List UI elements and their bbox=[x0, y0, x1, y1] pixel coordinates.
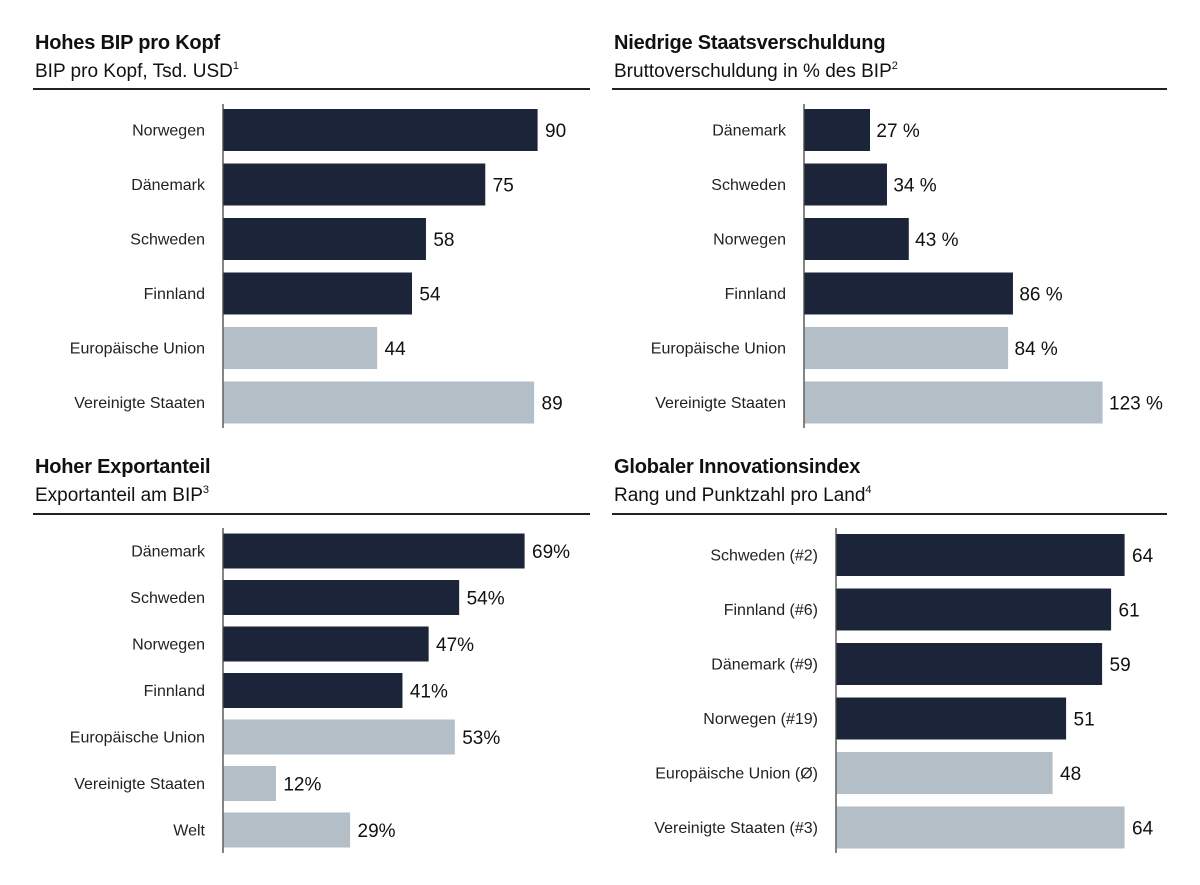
category-label: Finnland (#6) bbox=[724, 602, 818, 619]
category-label: Finnland bbox=[144, 683, 205, 700]
bar bbox=[223, 163, 486, 206]
value-label: 75 bbox=[493, 176, 514, 197]
value-label: 69% bbox=[532, 542, 570, 563]
bar bbox=[223, 272, 412, 315]
title-rule bbox=[33, 513, 590, 515]
bar bbox=[223, 719, 455, 755]
bar bbox=[223, 327, 378, 369]
value-label: 58 bbox=[433, 230, 454, 251]
category-label: Europäische Union bbox=[651, 341, 786, 358]
bar bbox=[836, 697, 1067, 740]
bar bbox=[804, 381, 1103, 424]
bar bbox=[223, 673, 403, 708]
category-label: Vereinigte Staaten bbox=[655, 395, 786, 412]
footnote-marker: 4 bbox=[865, 484, 872, 496]
bar bbox=[223, 812, 351, 848]
bar-chart-export-share: Dänemark 69% Schweden 54% Norwegen 47% Finnlan… bbox=[70, 528, 570, 853]
category-label: Vereinigte Staaten bbox=[74, 395, 205, 412]
footnote-marker: 3 bbox=[202, 484, 210, 496]
bar bbox=[223, 218, 426, 260]
bar bbox=[836, 534, 1125, 576]
bar-chart-government-debt: Dänemark 27 % Schweden 34 % Norwegen 43 % Finn… bbox=[651, 104, 1163, 428]
category-label: Vereinigte Staaten (#3) bbox=[654, 820, 818, 837]
bar bbox=[223, 580, 460, 615]
value-label: 34 % bbox=[893, 176, 936, 197]
category-label: Welt bbox=[173, 823, 205, 840]
category-label: Norwegen (#19) bbox=[703, 711, 818, 728]
category-label: Norwegen bbox=[132, 123, 205, 140]
title-rule bbox=[612, 88, 1167, 90]
bar bbox=[836, 588, 1112, 631]
value-label: 89 bbox=[542, 394, 563, 415]
chart-title: Hoher Exportanteil bbox=[35, 456, 211, 478]
chart-title: Globaler Innovationsindex bbox=[614, 456, 861, 478]
bar bbox=[836, 806, 1125, 849]
value-label: 64 bbox=[1132, 819, 1154, 840]
chart-subtitle: Exportanteil am BIP3 bbox=[35, 484, 210, 507]
bar bbox=[804, 109, 871, 151]
value-label: 59 bbox=[1110, 655, 1131, 676]
value-label: 41% bbox=[410, 682, 448, 703]
value-label: 90 bbox=[545, 121, 566, 142]
value-label: 47% bbox=[436, 635, 474, 656]
category-label: Dänemark bbox=[712, 123, 787, 140]
bar bbox=[836, 752, 1053, 794]
value-label: 27 % bbox=[876, 121, 919, 142]
category-label: Norwegen bbox=[132, 637, 205, 654]
category-label: Schweden bbox=[130, 590, 205, 607]
bar bbox=[804, 163, 887, 206]
title-rule bbox=[612, 513, 1167, 515]
category-label: Vereinigte Staaten bbox=[74, 776, 205, 793]
chart-title: Niedrige Staatsverschuldung bbox=[614, 32, 886, 54]
category-label: Dänemark bbox=[131, 177, 206, 194]
value-label: 12% bbox=[283, 775, 321, 796]
value-label: 86 % bbox=[1019, 285, 1062, 306]
chart-subtitle: BIP pro Kopf, Tsd. USD1 bbox=[35, 60, 239, 83]
footnote-marker: 2 bbox=[891, 60, 898, 72]
value-label: 44 bbox=[385, 339, 407, 360]
bar bbox=[804, 218, 909, 260]
bar bbox=[223, 109, 538, 151]
category-label: Dänemark (#9) bbox=[711, 657, 818, 674]
bar-chart-gdp-per-capita: Norwegen 90 Dänemark 75 Schweden 58 Finnland 54… bbox=[70, 104, 566, 428]
category-label: Europäische Union bbox=[70, 730, 205, 747]
category-label: Finnland bbox=[725, 286, 786, 303]
bar bbox=[223, 766, 276, 801]
chart-subtitle: Rang und Punktzahl pro Land4 bbox=[614, 484, 872, 507]
value-label: 53% bbox=[462, 728, 500, 749]
category-label: Schweden (#2) bbox=[710, 548, 818, 565]
chart-title: Hohes BIP pro Kopf bbox=[35, 32, 220, 54]
category-label: Schweden bbox=[130, 232, 205, 249]
bar bbox=[804, 327, 1009, 369]
footnote-marker: 1 bbox=[232, 60, 239, 72]
value-label: 54% bbox=[467, 589, 505, 610]
value-label: 84 % bbox=[1015, 339, 1058, 360]
bar bbox=[836, 643, 1103, 685]
value-label: 29% bbox=[358, 821, 396, 842]
value-label: 51 bbox=[1074, 710, 1095, 731]
title-rule bbox=[33, 88, 590, 90]
category-label: Norwegen bbox=[713, 232, 786, 249]
category-label: Europäische Union bbox=[70, 341, 205, 358]
category-label: Europäische Union (Ø) bbox=[655, 766, 818, 783]
category-label: Dänemark bbox=[131, 544, 206, 561]
bar bbox=[804, 272, 1013, 315]
value-label: 123 % bbox=[1109, 394, 1163, 415]
value-label: 43 % bbox=[915, 230, 958, 251]
value-label: 48 bbox=[1060, 764, 1081, 785]
value-label: 54 bbox=[419, 285, 441, 306]
value-label: 64 bbox=[1132, 546, 1154, 567]
bar bbox=[223, 381, 535, 424]
category-label: Finnland bbox=[144, 286, 205, 303]
bar bbox=[223, 533, 525, 569]
chart-subtitle: Bruttoverschuldung in % des BIP2 bbox=[614, 60, 898, 83]
value-label: 61 bbox=[1119, 601, 1140, 622]
category-label: Schweden bbox=[711, 177, 786, 194]
bar bbox=[223, 626, 429, 662]
